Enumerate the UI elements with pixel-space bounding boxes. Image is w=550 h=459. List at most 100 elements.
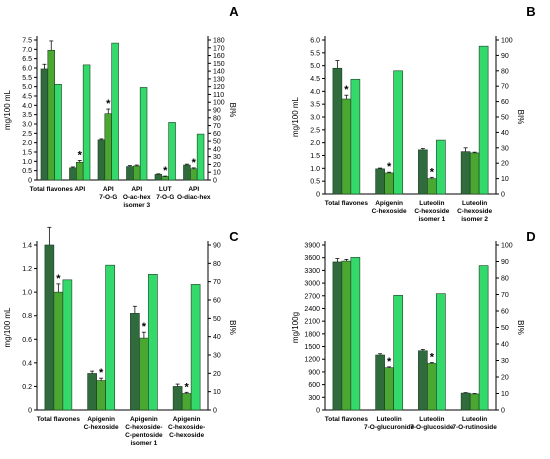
bar [460, 151, 471, 195]
y-left-tick-label: 1.0 [22, 290, 32, 297]
category-label: 7-O-G [99, 194, 117, 201]
category-label: Total flavones [37, 416, 81, 423]
y-left-axis-title: mg/100g [291, 312, 300, 343]
significance-asterisk: * [192, 157, 197, 169]
y-right-tick-label: 90 [501, 53, 509, 60]
significance-asterisk: * [387, 161, 392, 173]
category-label: Luteolin [419, 416, 444, 423]
y-right-axis-title: BI% [228, 103, 237, 118]
category-label: Apigenin [375, 200, 403, 207]
bar [436, 293, 446, 411]
y-left-tick-label: 4.0 [22, 103, 32, 110]
bar [111, 42, 119, 181]
bar [350, 257, 361, 411]
y-right-axis-title: BI% [516, 110, 525, 125]
y-right-tick-label: 80 [213, 261, 221, 268]
y-right-tick-label: 30 [501, 145, 509, 152]
bar [332, 261, 343, 411]
bar [375, 354, 385, 411]
y-right-tick-label: 60 [213, 298, 221, 305]
y-left-tick-label: 0.5 [22, 168, 32, 175]
y-right-tick-label: 30 [213, 353, 221, 360]
y-left-tick-label: 5.5 [22, 75, 32, 82]
category-label: Luteolin [462, 200, 487, 207]
y-left-tick-label: 2400 [304, 306, 320, 313]
y-right-tick-label: 20 [213, 162, 221, 169]
category-label: 7-O-rutinoside [452, 424, 497, 431]
bar [96, 380, 106, 411]
bar [375, 168, 385, 195]
category-label: Total flavones [325, 416, 369, 423]
bar [393, 295, 403, 411]
category-label: C-hexoside [169, 432, 204, 439]
y-right-tick-label: 40 [501, 342, 509, 349]
y-left-tick-label: 2.0 [22, 140, 32, 147]
y-left-axis-title: mg/100 mL [3, 307, 12, 348]
category-label: Total flavones [325, 200, 369, 207]
y-left-tick-label: 3000 [304, 281, 320, 288]
y-left-tick-label: 2.5 [310, 127, 320, 134]
significance-asterisk: * [99, 367, 104, 379]
bar [436, 139, 446, 195]
bar [139, 337, 149, 411]
category-label: C-hexoside- [125, 424, 162, 431]
y-right-tick-label: 50 [501, 325, 509, 332]
category-label: Luteolin [462, 416, 487, 423]
y-right-tick-label: 50 [501, 115, 509, 122]
y-right-tick-label: 100 [501, 38, 513, 45]
bar [44, 244, 55, 411]
y-right-tick-label: 70 [501, 84, 509, 91]
bar [97, 139, 106, 181]
y-left-tick-label: 0.4 [22, 360, 32, 367]
category-label: isomer 1 [419, 216, 446, 223]
bar [460, 392, 471, 411]
y-left-tick-label: 5.5 [310, 50, 320, 57]
y-right-tick-label: 40 [501, 130, 509, 137]
significance-asterisk: * [430, 352, 435, 364]
y-left-tick-label: 1.2 [22, 266, 32, 273]
bar [384, 172, 394, 195]
y-left-tick-label: 0 [316, 408, 320, 415]
y-left-tick-label: 3.5 [310, 102, 320, 109]
y-left-tick-label: 1.4 [22, 243, 32, 250]
category-label: 7-O-glucoside [410, 424, 454, 431]
y-right-tick-label: 30 [501, 358, 509, 365]
category-label: C-hexoside- [168, 424, 205, 431]
bar [478, 265, 489, 411]
y-right-tick-label: 160 [213, 53, 225, 60]
y-right-tick-label: 70 [213, 123, 221, 130]
bar [190, 168, 198, 181]
y-right-tick-label: 20 [501, 375, 509, 382]
bar [105, 264, 115, 411]
bar [350, 78, 361, 195]
category-label: C-hexoside [457, 208, 492, 215]
category-label: isomer 1 [131, 440, 158, 447]
y-left-tick-label: 6.0 [310, 38, 320, 45]
bar [130, 313, 140, 411]
category-label: C-pentoside [125, 432, 163, 439]
category-label: Luteolin [419, 200, 444, 207]
category-label: API [103, 186, 114, 193]
y-right-tick-label: 60 [213, 131, 221, 138]
category-label: O-diac-hex [177, 194, 211, 201]
chart-panel-d: D030060090012001500180021002400270030003… [291, 229, 536, 431]
category-label: Apigenin [130, 416, 158, 423]
bar [76, 161, 84, 181]
bar [62, 279, 73, 411]
y-right-tick-label: 30 [213, 154, 221, 161]
y-right-tick-label: 60 [501, 309, 509, 316]
y-right-tick-label: 170 [213, 45, 225, 52]
bar [341, 260, 352, 411]
y-left-tick-label: 300 [308, 395, 320, 402]
y-right-tick-label: 100 [213, 100, 225, 107]
panel-letter: D [526, 229, 535, 244]
bar [393, 70, 403, 195]
bar [104, 113, 112, 181]
panel-letter: C [229, 229, 239, 244]
category-label: Apigenin [87, 416, 115, 423]
category-label: O-ac-hex [123, 194, 151, 201]
significance-asterisk: * [163, 165, 168, 177]
y-left-tick-label: 4.5 [310, 76, 320, 83]
y-right-axis-title: BI% [516, 320, 525, 335]
y-right-tick-label: 40 [213, 334, 221, 341]
